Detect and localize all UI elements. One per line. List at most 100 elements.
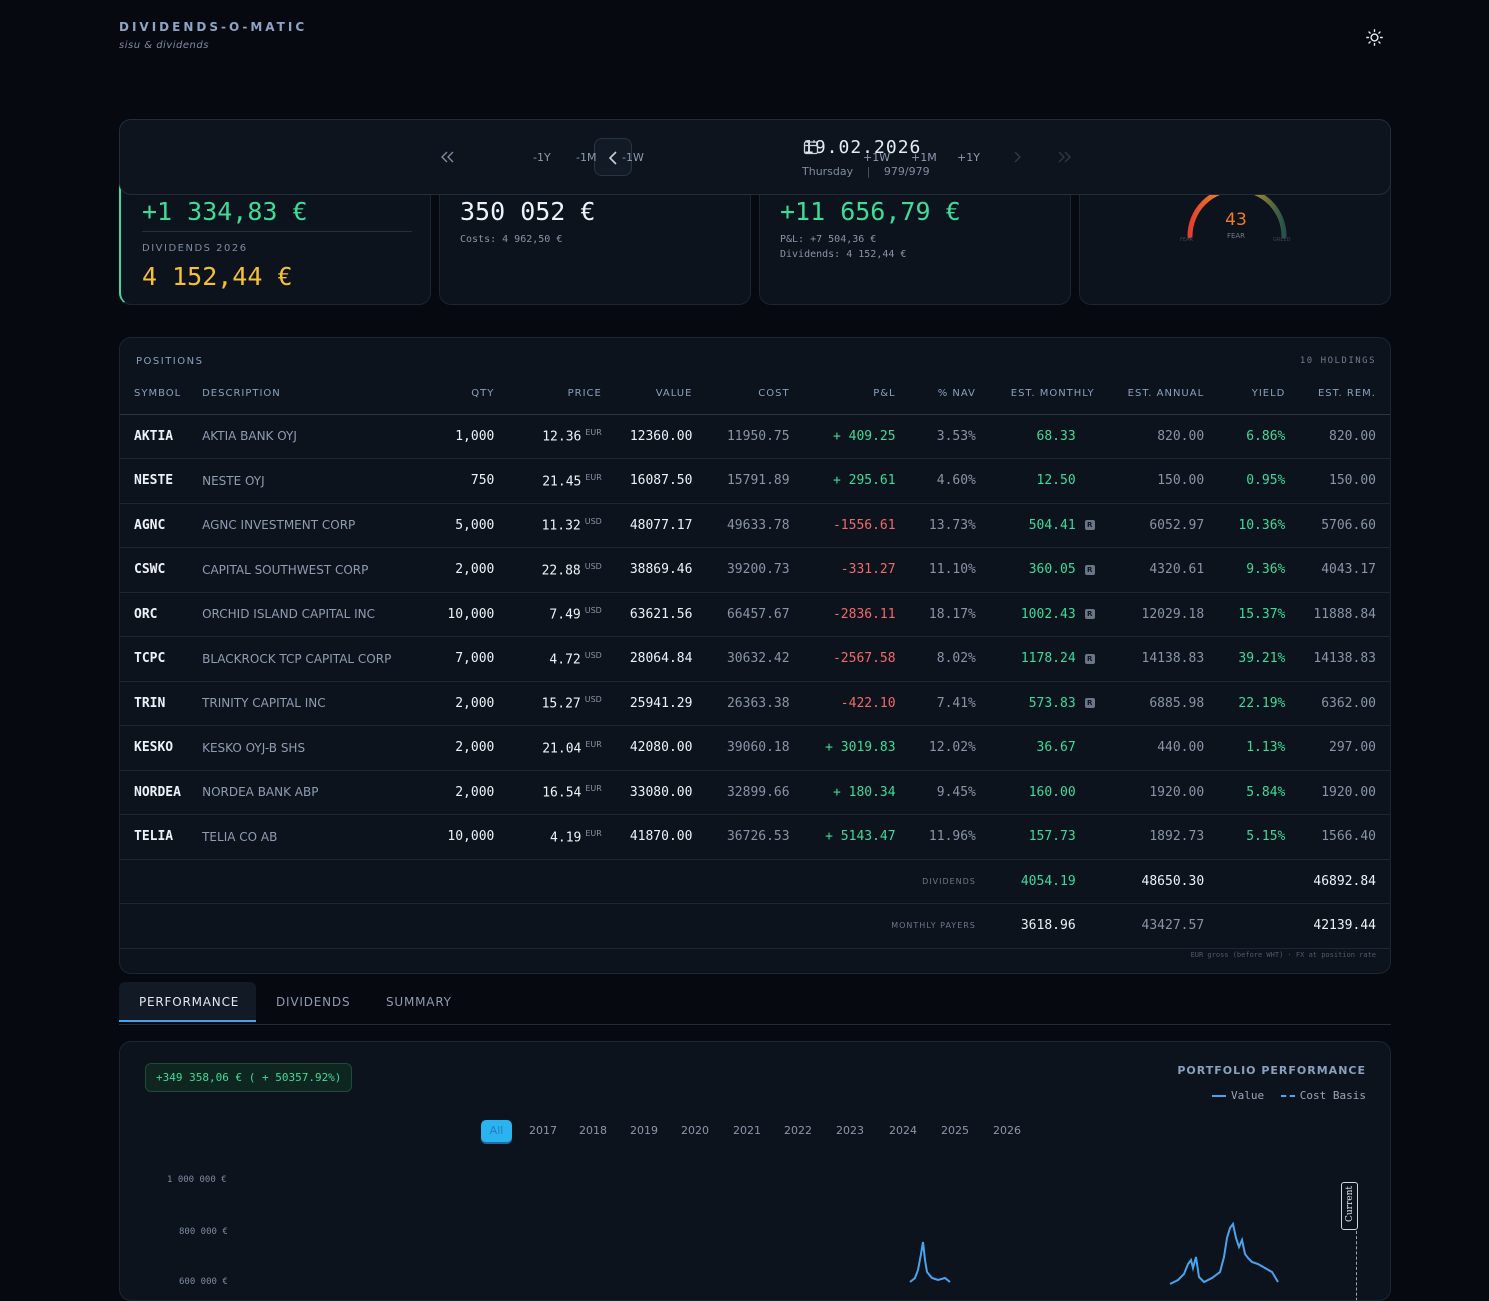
cell-value: 38869.46 [615, 547, 707, 593]
gauge-min-label: FEAR [1180, 237, 1193, 243]
current-marker: Current [1341, 1182, 1358, 1230]
positions-panel: POSITIONS 10 HOLDINGS SYMBOL DESCRIPTION… [119, 337, 1391, 974]
tab-summary[interactable]: SUMMARY [386, 995, 452, 1009]
col-description[interactable]: DESCRIPTION [202, 374, 434, 415]
cell-yield: 0.95% [1218, 458, 1300, 504]
cell-value: 41870.00 [615, 814, 707, 860]
col-cost[interactable]: COST [706, 374, 804, 415]
cell-price: 4.72 USD [508, 636, 616, 682]
year-button-2017[interactable]: 2017 [529, 1124, 557, 1137]
col-est-rem[interactable]: EST. REM. [1299, 374, 1390, 415]
cell-yield: 10.36% [1218, 503, 1300, 548]
currency-tag: USD [584, 650, 602, 660]
cell-value: 28064.84 [615, 636, 707, 682]
cell-est-rem: 820.00 [1299, 414, 1390, 459]
total-return-value: +11 656,79 € [780, 197, 961, 226]
cell-yield: 6.86% [1218, 414, 1300, 459]
col-qty[interactable]: QTY [433, 374, 509, 415]
table-row[interactable]: AGNC AGNC INVESTMENT CORP 5,000 11.32 USD 480… [120, 503, 1390, 548]
cell-price: 15.27 USD [508, 681, 616, 726]
col-symbol[interactable]: SYMBOL [120, 374, 203, 415]
totals-label: DIVIDENDS [120, 859, 990, 904]
value-line-segment-2 [1169, 1221, 1279, 1285]
price-value: 12.36 [542, 429, 582, 445]
table-row[interactable]: NESTE NESTE OYJ 750 21.45 EUR 16087.50 15791.8… [120, 458, 1390, 504]
year-button-2025[interactable]: 2025 [941, 1124, 969, 1137]
cell-symbol: NESTE [120, 458, 203, 504]
col-value[interactable]: VALUE [615, 374, 707, 415]
table-row[interactable]: ORC ORCHID ISLAND CAPITAL INC 10,000 7.49 US… [120, 592, 1390, 637]
cell-symbol: ORC [120, 592, 203, 637]
dividends-2026-label: DIVIDENDS 2026 [142, 243, 248, 254]
monthly-value: 12.50 [1036, 473, 1076, 489]
cell-cost: 39200.73 [706, 547, 804, 593]
fwd-1w-button[interactable]: +1W [863, 151, 891, 164]
cell-est-rem: 1566.40 [1299, 814, 1390, 860]
col-price[interactable]: PRICE [508, 374, 616, 415]
sun-icon[interactable] [1366, 29, 1383, 46]
costs-text: Costs: 4 962,50 € [460, 234, 563, 245]
year-button-2024[interactable]: 2024 [889, 1124, 917, 1137]
table-row[interactable]: TRIN TRINITY CAPITAL INC 2,000 15.27 USD 2594… [120, 681, 1390, 726]
cell-est-annual: 14138.83 [1108, 636, 1219, 682]
table-row[interactable]: NORDEA NORDEA BANK ABP 2,000 16.54 EUR 33080.… [120, 770, 1390, 815]
cell-price: 11.32 USD [508, 503, 616, 548]
cell-est-rem: 4043.17 [1299, 547, 1390, 593]
back-1y-button[interactable]: -1Y [533, 151, 551, 164]
year-button-2019[interactable]: 2019 [630, 1124, 658, 1137]
cell-qty: 5,000 [433, 503, 509, 548]
tab-dividends[interactable]: DIVIDENDS [276, 995, 351, 1009]
totals-row: DIVIDENDS 4054.19 48650.30 46892.84 [120, 859, 1390, 904]
col-est-monthly[interactable]: EST. MONTHLY [989, 374, 1109, 415]
monthly-value: 1178.24 [1020, 651, 1076, 667]
previous-day-button[interactable] [594, 138, 632, 176]
cell-cost: 49633.78 [706, 503, 804, 548]
y-tick-800000: 800 000 € [179, 1227, 228, 1237]
table-row[interactable]: CSWC CAPITAL SOUTHWEST CORP 2,000 22.88 USD 3… [120, 547, 1390, 593]
cell-pl: -2836.11 [803, 592, 910, 637]
year-button-2018[interactable]: 2018 [579, 1124, 607, 1137]
cell-est-rem: 6362.00 [1299, 681, 1390, 726]
back-1m-button[interactable]: -1M [576, 151, 597, 164]
col-yield[interactable]: YIELD [1218, 374, 1300, 415]
date-navigator: -1Y -1M -1W 19.02.2026 Thursday | 979/97… [119, 119, 1391, 195]
fwd-1y-button[interactable]: +1Y [957, 151, 980, 164]
cell-nav: 9.45% [909, 770, 990, 815]
year-button-all[interactable]: All [481, 1120, 512, 1142]
chevron-right-icon[interactable] [1014, 151, 1022, 163]
cell-nav: 11.10% [909, 547, 990, 593]
cell-qty: 2,000 [433, 725, 509, 771]
col-pl[interactable]: P&L [803, 374, 910, 415]
year-button-2023[interactable]: 2023 [836, 1124, 864, 1137]
current-date[interactable]: 19.02.2026 [803, 137, 922, 158]
fwd-1m-button[interactable]: +1M [911, 151, 937, 164]
col-nav[interactable]: % NAV [909, 374, 990, 415]
dividends-2026-value: 4 152,44 € [142, 262, 293, 291]
year-button-2026[interactable]: 2026 [993, 1124, 1021, 1137]
year-button-2020[interactable]: 2020 [681, 1124, 709, 1137]
table-row[interactable]: TELIA TELIA CO AB 10,000 4.19 EUR 41870.00 367… [120, 814, 1390, 860]
totals-monthly: 3618.96 [989, 903, 1109, 949]
year-button-2021[interactable]: 2021 [733, 1124, 761, 1137]
legend-value-swatch [1212, 1095, 1227, 1097]
currency-tag: EUR [585, 739, 602, 749]
cell-price: 21.04 EUR [508, 725, 616, 771]
cell-pl: -331.27 [803, 547, 910, 593]
cell-est-annual: 6052.97 [1108, 503, 1219, 548]
cell-nav: 3.53% [909, 414, 990, 459]
cell-description: TRINITY CAPITAL INC [202, 681, 434, 726]
table-row[interactable]: TCPC BLACKROCK TCP CAPITAL CORP 7,000 4.72 U… [120, 636, 1390, 682]
calendar-icon[interactable] [803, 139, 819, 155]
tab-performance[interactable]: PERFORMANCE [119, 982, 256, 1022]
table-row[interactable]: AKTIA AKTIA BANK OYJ 1,000 12.36 EUR 12360.00… [120, 414, 1390, 459]
cell-est-annual: 6885.98 [1108, 681, 1219, 726]
back-1w-button[interactable]: -1W [622, 151, 644, 164]
monthly-payer-badge: R [1084, 564, 1095, 575]
year-button-2022[interactable]: 2022 [784, 1124, 812, 1137]
double-chevron-left-icon[interactable] [441, 151, 454, 163]
monthly-value: 504.41 [1028, 517, 1076, 533]
table-row[interactable]: KESKO KESKO OYJ-B SHS 2,000 21.04 EUR 42080.0… [120, 725, 1390, 771]
cell-est-monthly: 360.05 R [989, 547, 1109, 593]
double-chevron-right-icon[interactable] [1058, 151, 1071, 163]
col-est-annual[interactable]: EST. ANNUAL [1108, 374, 1219, 415]
